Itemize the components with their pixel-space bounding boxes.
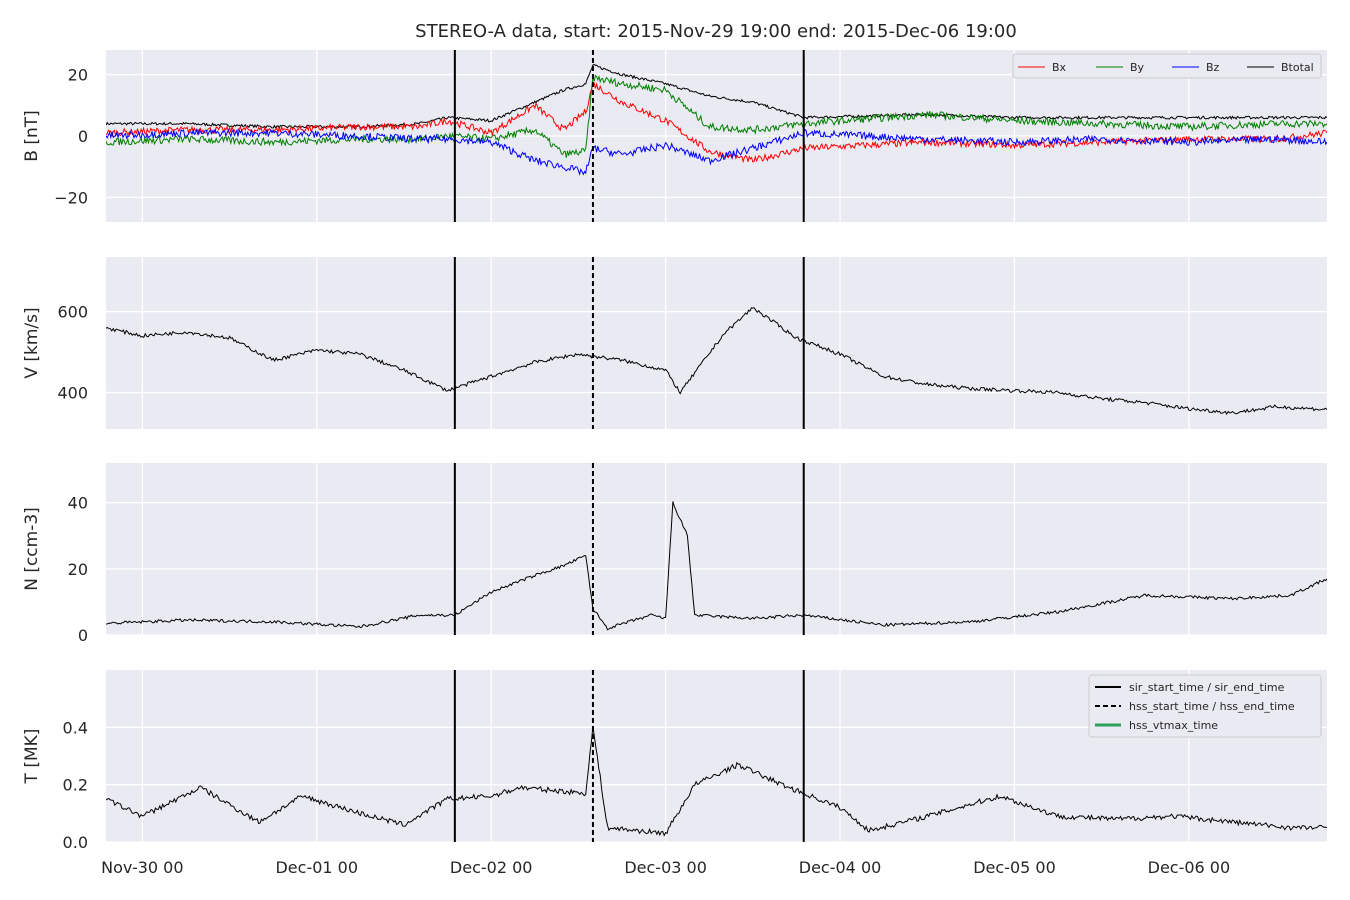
y-tick-label: 0 — [78, 626, 88, 645]
b-legend: Bx By Bz Btotal — [1012, 53, 1322, 79]
series-group — [106, 307, 1327, 416]
legend-box — [1012, 53, 1322, 79]
x-tick-label: Dec-02 00 — [450, 858, 533, 877]
panel-background — [106, 257, 1327, 429]
chart-title: STEREO-A data, start: 2015-Nov-29 19:00 … — [415, 21, 1017, 42]
legend-label-hss: hss_start_time / hss_end_time — [1129, 700, 1295, 713]
x-tick-label: Nov-30 00 — [101, 858, 183, 877]
panel-2: 600 400 V [km/s] — [22, 257, 1327, 429]
series-group — [106, 726, 1327, 837]
y-tick-label: 400 — [57, 384, 88, 403]
y-tick-label: 0.4 — [63, 718, 88, 737]
legend-label-sir: sir_start_time / sir_end_time — [1129, 681, 1285, 694]
y-tick-label: 0 — [78, 127, 88, 146]
panel-background — [106, 463, 1327, 635]
panel-1: 20 0 −20 B [nT] — [22, 50, 1327, 222]
legend-label-bx: Bx — [1052, 61, 1067, 74]
x-tick-label: Dec-05 00 — [973, 858, 1056, 877]
panel-3: 40 20 0 N [ccm-3] — [22, 463, 1327, 645]
series-group — [106, 501, 1327, 631]
y-tick-label: 0.0 — [63, 833, 88, 852]
series-line-n — [106, 501, 1327, 631]
panels-group: 20 0 −20 B [nT] 600 400 V [km/s] 40 20 0 N [ccm-3]… — [22, 50, 1327, 877]
x-tick-label: Dec-01 00 — [275, 858, 358, 877]
y-tick-label: 600 — [57, 303, 88, 322]
y-tick-label: −20 — [54, 188, 88, 207]
series-line-v — [106, 307, 1327, 416]
y-axis-label: T [MK] — [22, 729, 42, 785]
series-line-t — [106, 726, 1327, 837]
legend-label-vtmax: hss_vtmax_time — [1129, 719, 1218, 732]
x-tick-label: Dec-04 00 — [799, 858, 882, 877]
legend-box — [1088, 674, 1322, 738]
y-tick-label: 0.2 — [63, 776, 88, 795]
series-line-bz — [106, 127, 1327, 176]
legend-label-bz: Bz — [1206, 61, 1220, 74]
y-axis-label: B [nT] — [22, 110, 42, 162]
series-line-bx — [106, 81, 1327, 164]
x-tick-label: Dec-06 00 — [1148, 858, 1231, 877]
y-axis-label: N [ccm-3] — [22, 507, 42, 591]
series-group — [106, 63, 1327, 176]
y-axis-label: V [km/s] — [22, 307, 42, 378]
legend-label-btotal: Btotal — [1281, 61, 1314, 74]
y-tick-label: 20 — [68, 66, 88, 85]
x-tick-label: Dec-03 00 — [624, 858, 707, 877]
t-legend: sir_start_time / sir_end_time hss_start_t… — [1088, 674, 1322, 738]
y-tick-label: 40 — [68, 494, 88, 513]
legend-label-by: By — [1130, 61, 1145, 74]
y-tick-label: 20 — [68, 560, 88, 579]
series-line-by — [106, 74, 1327, 158]
